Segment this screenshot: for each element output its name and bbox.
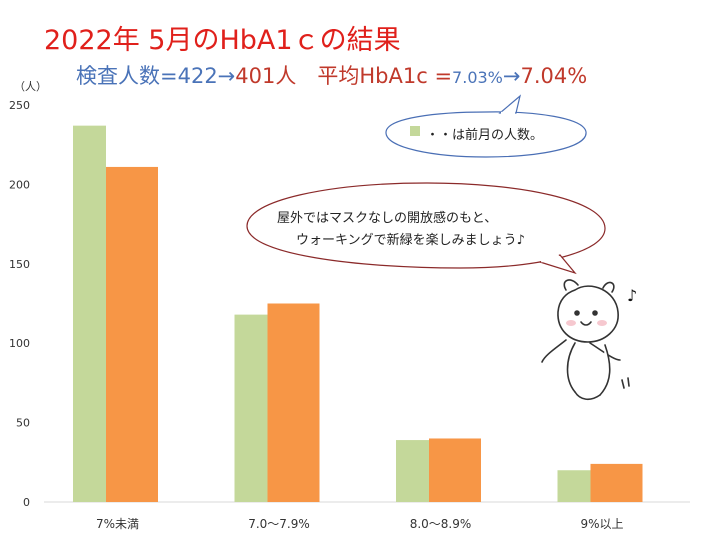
bear-walking-icon	[541, 279, 630, 401]
legend-note-text: ・・は前月の人数。	[426, 128, 544, 143]
y-tick-label: 50	[16, 417, 30, 430]
subtitle-avg-arrow: →	[502, 64, 521, 88]
y-tick-label: 200	[9, 178, 30, 191]
bar-this-month	[106, 166, 158, 502]
legend-swatch-prev-month	[410, 126, 420, 136]
subtitle-avg-current: 7.04%	[520, 64, 588, 88]
x-tick-label: 8.0〜8.9%	[410, 517, 472, 531]
y-tick-label: 100	[9, 337, 30, 350]
x-tick-label: 7.0〜7.9%	[248, 517, 310, 531]
speech-line-2: ウォーキングで新緑を楽しみましょう♪	[296, 233, 525, 248]
bar-prev-month	[396, 440, 429, 502]
y-tick-label: 150	[9, 258, 30, 271]
bars	[73, 125, 643, 503]
page-subtitle: 検査人数=422→401人 平均HbA1c =7.03%→7.04%	[76, 60, 587, 90]
y-tick-label: 0	[23, 496, 30, 509]
y-axis-ticks: 0 50 100 150 200 250	[9, 99, 30, 509]
y-tick-label: 250	[9, 99, 30, 112]
bar-prev-month	[73, 125, 106, 503]
bar-prev-month	[234, 314, 268, 502]
subtitle-count-label: 検査人数=422→	[76, 64, 236, 88]
subtitle-avg-prev: 7.03%	[452, 68, 503, 87]
subtitle-avg-label: 平均HbA1c =	[296, 64, 453, 88]
x-tick-label: 9%以上	[580, 517, 623, 531]
speech-line-1: 屋外ではマスクなしの開放感のもと、	[277, 211, 498, 226]
bar-this-month	[429, 438, 481, 502]
bar-this-month	[267, 303, 320, 502]
bar-prev-month	[557, 470, 591, 502]
legend-note-callout	[385, 94, 587, 158]
subtitle-count-value: 401人	[235, 64, 297, 88]
x-tick-label: 7%未満	[96, 517, 139, 531]
speech-callout	[246, 182, 606, 275]
x-axis-labels: 7%未満 7.0〜7.9% 8.0〜8.9% 9%以上	[96, 517, 624, 531]
y-axis-label: （人）	[14, 80, 47, 93]
music-note-icon: ♪	[627, 286, 637, 305]
page-title: 2022年 5月のHbA1ｃの結果	[44, 25, 401, 56]
bar-this-month	[590, 463, 643, 502]
